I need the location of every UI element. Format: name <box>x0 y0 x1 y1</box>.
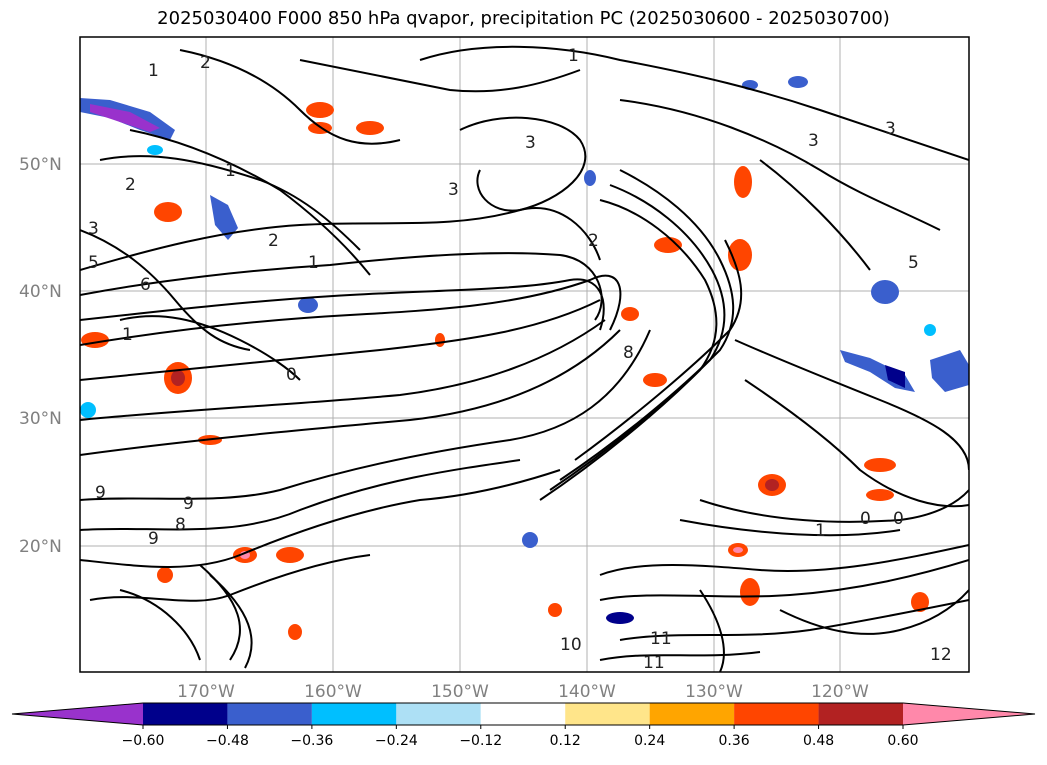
contour-label: 9 <box>183 494 194 514</box>
map-content: 1 1 1 1 1 1 2 2 2 2 3 3 3 3 3 5 5 6 8 8 <box>80 37 969 673</box>
contour-label: 1 <box>308 253 319 273</box>
qvapor-contours <box>80 45 969 672</box>
contour-label: 5 <box>908 253 919 273</box>
colorbar-extend-min <box>12 703 143 725</box>
lon-label-130w: 130°W <box>685 682 743 702</box>
colorbar-swatch <box>143 703 228 725</box>
lon-label-150w: 150°W <box>431 682 489 702</box>
colorbar-swatch <box>818 703 903 725</box>
contour-label: 9 <box>95 483 106 503</box>
lon-label-140w: 140°W <box>558 682 616 702</box>
contour-label: 1 <box>122 325 133 345</box>
contour-label: 11 <box>650 629 672 649</box>
contour-label: 10 <box>560 635 582 655</box>
contour-label: 2 <box>200 53 211 73</box>
colorbar-swatch <box>565 703 650 725</box>
contour-label: 6 <box>140 275 151 295</box>
contour-label: 8 <box>623 343 634 363</box>
colorbar-swatch <box>396 703 481 725</box>
precip-fills <box>80 76 969 640</box>
colorbar-swatch <box>227 703 312 725</box>
contour-label: 3 <box>885 119 896 139</box>
contour-label: 2 <box>588 231 599 251</box>
colorbar-tick-label: 0.48 <box>803 733 834 749</box>
contour-label: 9 <box>148 529 159 549</box>
colorbar-tick-label: −0.36 <box>290 733 333 749</box>
colorbar-extend-max <box>903 703 1035 725</box>
colorbar: −0.60 −0.48 −0.36 −0.24 −0.12 0.12 0.24 0.36 0.4… <box>11 702 1036 749</box>
contour-label: 0 <box>860 509 871 529</box>
contour-label: 5 <box>88 253 99 273</box>
lat-label-30n: 30°N <box>19 409 62 429</box>
colorbar-swatch <box>480 703 566 725</box>
longitude-labels: 170°W 160°W 150°W 140°W 130°W 120°W <box>177 682 869 702</box>
contour-label: 3 <box>448 180 459 200</box>
contour-label: 0 <box>893 509 904 529</box>
colorbar-tick-label: 0.24 <box>634 733 665 749</box>
colorbar-tick-label: 0.12 <box>550 733 581 749</box>
colorbar-tick-label: 0.60 <box>887 733 918 749</box>
contour-label: 0 <box>286 365 297 385</box>
latitude-labels: 50°N 40°N 30°N 20°N <box>19 155 62 557</box>
contour-label: 2 <box>268 231 279 251</box>
lat-label-50n: 50°N <box>19 155 62 175</box>
contour-label: 3 <box>808 131 819 151</box>
contour-label: 1 <box>225 161 236 181</box>
lon-label-170w: 170°W <box>177 682 235 702</box>
colorbar-tick-label: −0.60 <box>122 733 165 749</box>
colorbar-tick-label: −0.12 <box>459 733 502 749</box>
contour-label: 1 <box>815 521 826 541</box>
lat-label-20n: 20°N <box>19 537 62 557</box>
lon-label-160w: 160°W <box>304 682 362 702</box>
lat-label-40n: 40°N <box>19 282 62 302</box>
contour-label: 1 <box>568 46 579 66</box>
colorbar-tick-label: 0.36 <box>719 733 750 749</box>
contour-label: 8 <box>175 515 186 535</box>
colorbar-swatch <box>649 703 735 725</box>
contour-label: 2 <box>125 175 136 195</box>
contour-labels: 1 1 1 1 1 1 2 2 2 2 3 3 3 3 3 5 5 6 8 8 <box>88 46 952 673</box>
colorbar-swatch <box>311 703 397 725</box>
contour-label: 11 <box>643 653 665 673</box>
lon-label-120w: 120°W <box>811 682 869 702</box>
contour-label: 3 <box>525 133 536 153</box>
figure-title: 2025030400 F000 850 hPa qvapor, precipit… <box>157 8 890 29</box>
colorbar-swatch <box>734 703 819 725</box>
contour-label: 1 <box>148 61 159 81</box>
map-border <box>79 36 970 673</box>
contour-label: 12 <box>930 645 952 665</box>
colorbar-tick-label: −0.24 <box>375 733 418 749</box>
map-area <box>80 37 969 672</box>
colorbar-tick-label: −0.48 <box>206 733 249 749</box>
contour-label: 3 <box>88 219 99 239</box>
